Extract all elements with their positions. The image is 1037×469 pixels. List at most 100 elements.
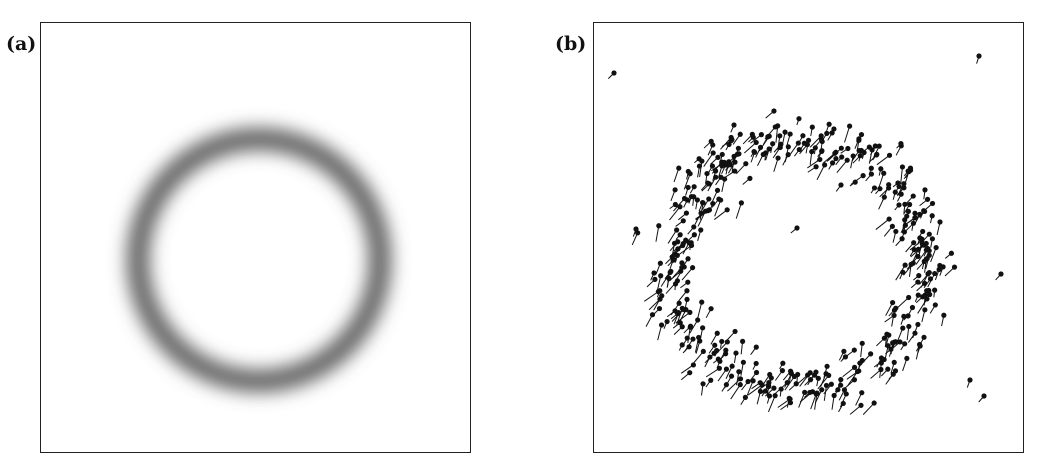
particle — [878, 166, 884, 176]
particle-dot — [878, 355, 885, 361]
particle — [895, 325, 906, 345]
particle-dot — [779, 368, 786, 374]
velocity-tail — [747, 384, 763, 396]
velocity-tail — [681, 267, 693, 281]
particle-dot — [807, 389, 813, 396]
particle-dot — [762, 388, 769, 394]
particle — [892, 180, 901, 188]
particle-dot — [819, 138, 825, 145]
particle — [929, 213, 935, 224]
particle — [794, 146, 802, 157]
particle — [827, 130, 835, 141]
particle — [703, 150, 716, 167]
particle — [712, 356, 721, 364]
particle-dot — [691, 232, 697, 238]
particle-dot — [890, 371, 896, 377]
particle-dot — [937, 219, 943, 225]
particle — [750, 132, 764, 144]
particle-dot — [690, 265, 696, 271]
particle-dot — [843, 391, 849, 397]
particle-dot — [732, 328, 738, 335]
velocity-tail — [695, 209, 710, 220]
particle-dot — [699, 299, 705, 305]
particle — [809, 149, 815, 165]
particle-dot — [886, 185, 892, 191]
particle — [927, 270, 938, 288]
particle-dot — [902, 341, 908, 347]
particle — [976, 53, 982, 64]
particle — [696, 163, 703, 178]
velocity-tail — [643, 291, 659, 302]
particle — [844, 123, 853, 143]
particle-dot — [649, 312, 656, 318]
particle-dot — [901, 185, 907, 191]
velocity-tail — [677, 309, 687, 325]
particle-dot — [925, 271, 931, 277]
particle — [919, 196, 931, 207]
velocity-tail — [705, 367, 720, 378]
particle-dot — [734, 151, 740, 157]
velocity-tail — [915, 249, 927, 265]
particle — [657, 273, 664, 290]
particle-dot — [737, 382, 743, 388]
particle — [670, 311, 681, 320]
particle-dot — [772, 393, 778, 399]
velocity-tail — [809, 135, 822, 148]
particle — [944, 264, 958, 277]
particle-dot — [723, 366, 730, 372]
particle-dot — [666, 276, 672, 282]
particle-dot — [900, 325, 906, 331]
particle-dot — [890, 340, 896, 346]
particle — [761, 388, 769, 397]
particle — [730, 382, 743, 400]
particle — [842, 364, 858, 378]
particle-dot — [700, 348, 706, 355]
particle-dot — [766, 393, 773, 399]
panel-a-label: (a) — [6, 33, 37, 55]
particle-dot — [905, 313, 911, 319]
particle-dot — [885, 343, 891, 349]
particle — [826, 149, 839, 162]
particle — [680, 370, 693, 381]
particle-dot — [785, 144, 791, 150]
velocity-tail — [784, 376, 795, 391]
velocity-tail — [714, 199, 722, 217]
particle-dot — [856, 137, 862, 143]
particle — [939, 264, 946, 276]
particle — [743, 139, 759, 154]
particle — [770, 141, 776, 154]
particle-dot — [910, 220, 917, 226]
particle-dot — [915, 321, 921, 328]
particle-dot — [674, 227, 680, 233]
particle-dot — [757, 388, 764, 395]
particle — [697, 299, 705, 319]
particle — [876, 152, 893, 166]
particle — [694, 197, 700, 210]
particle — [896, 185, 907, 196]
particle-dot — [838, 182, 844, 188]
particle-dot — [915, 292, 921, 298]
velocity-tail — [671, 243, 676, 260]
particle-dot — [890, 299, 896, 306]
particle-dot — [731, 122, 737, 128]
particle — [895, 236, 905, 247]
particle — [683, 197, 690, 208]
particle-dot — [710, 150, 716, 156]
particle-dot — [766, 146, 772, 152]
particle — [899, 164, 906, 184]
particle — [922, 187, 928, 200]
particle — [884, 312, 897, 323]
particle — [903, 213, 910, 230]
particle-dot — [859, 340, 865, 346]
particle — [885, 299, 896, 316]
particle-dot — [719, 163, 725, 169]
particle-dot — [920, 228, 926, 235]
panel-b-label: (b) — [555, 33, 587, 55]
particle-dot — [733, 350, 739, 356]
particle — [865, 171, 875, 182]
particle — [725, 363, 735, 379]
particle — [850, 173, 866, 185]
particle-dot — [715, 154, 721, 160]
particle-dot — [750, 378, 756, 384]
particle — [856, 137, 862, 150]
